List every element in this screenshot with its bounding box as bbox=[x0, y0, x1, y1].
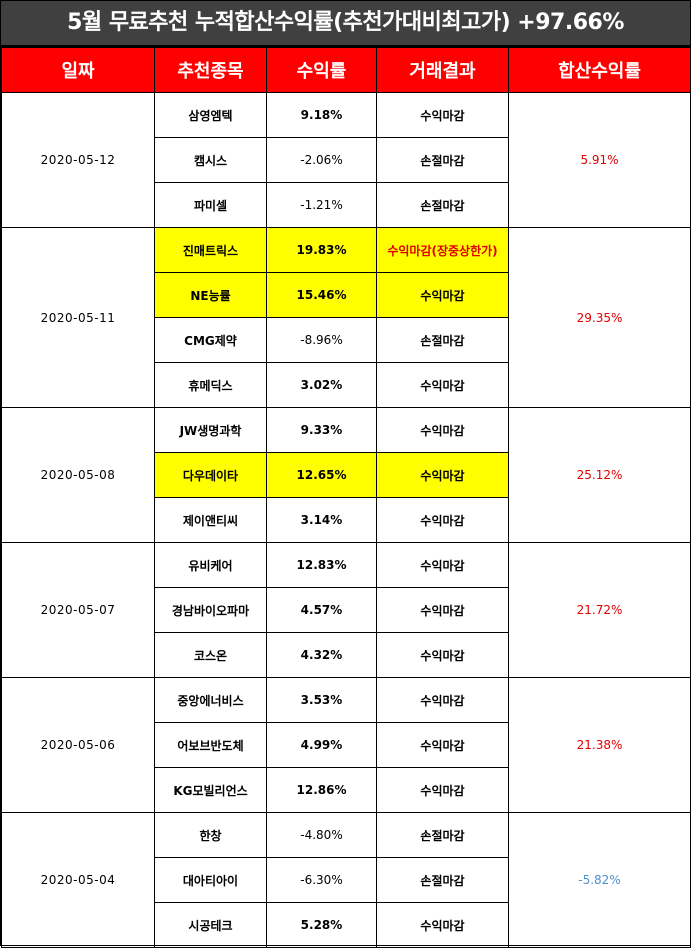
trade-result: 손절마감 bbox=[376, 857, 509, 903]
group-date: 2020-05-08 bbox=[1, 407, 155, 543]
trade-result: 수익마감 bbox=[376, 677, 509, 723]
stock-name: 제이앤티씨 bbox=[154, 497, 267, 543]
trade-result: 손절마감 bbox=[376, 812, 509, 858]
trade-result: 수익마감 bbox=[376, 902, 509, 948]
column-header-stock: 추천종목 bbox=[154, 47, 267, 93]
stock-return: 12.86% bbox=[266, 767, 377, 813]
stock-name: KG모빌리언스 bbox=[154, 767, 267, 813]
table-row: 어보브반도체 4.99% 수익마감 bbox=[2, 722, 691, 768]
stock-name: CMG제약 bbox=[154, 317, 267, 363]
trade-result: 수익마감 bbox=[376, 587, 509, 633]
table-row: 코스온 4.32% 수익마감 bbox=[2, 632, 691, 678]
table-row: 파미셀 -1.21% 손절마감 bbox=[2, 182, 691, 228]
table-body: 2020-05-12 삼영엠텍 9.18% 수익마감 5.91% 캠시스 -2.06% 손절마… bbox=[1, 92, 691, 948]
stock-return: 12.83% bbox=[266, 542, 377, 588]
stock-return: 3.14% bbox=[266, 497, 377, 543]
table-row: 2020-05-12 삼영엠텍 9.18% 수익마감 5.91% bbox=[1, 92, 691, 228]
group-total-return: 21.72% bbox=[508, 542, 691, 678]
group-total-return: 29.35% bbox=[508, 227, 691, 408]
table-row: 다우데이타 12.65% 수익마감 bbox=[2, 452, 691, 498]
stock-name: 다우데이타 bbox=[154, 452, 267, 498]
group-date: 2020-05-11 bbox=[1, 227, 155, 408]
trade-result: 손절마감 bbox=[376, 317, 509, 363]
trade-result: 수익마감 bbox=[376, 497, 509, 543]
stock-return: 3.02% bbox=[266, 362, 377, 408]
stock-name: 어보브반도체 bbox=[154, 722, 267, 768]
stock-name: 유비케어 bbox=[154, 542, 267, 588]
stock-name: JW생명과학 bbox=[154, 407, 267, 453]
table-row: 2020-05-06 중앙에너비스 3.53% 수익마감 21.38% bbox=[1, 677, 691, 813]
trade-result: 수익마감 bbox=[376, 92, 509, 138]
stock-name: NE능률 bbox=[154, 272, 267, 318]
column-header-date: 일짜 bbox=[1, 47, 155, 93]
trade-result: 손절마감 bbox=[376, 137, 509, 183]
trade-result: 수익마감 bbox=[376, 722, 509, 768]
table-row: 경남바이오파마 4.57% 수익마감 bbox=[2, 587, 691, 633]
group-total-return: 25.12% bbox=[508, 407, 691, 543]
table-row: 2020-05-07 유비케어 12.83% 수익마감 21.72% bbox=[1, 542, 691, 678]
stock-return: 12.65% bbox=[266, 452, 377, 498]
stock-name: 코스온 bbox=[154, 632, 267, 678]
stock-return: -2.06% bbox=[266, 137, 377, 183]
trade-result: 수익마감 bbox=[376, 272, 509, 318]
trade-result: 수익마감 bbox=[376, 632, 509, 678]
stock-name: 진매트릭스 bbox=[154, 227, 267, 273]
table-header-row: 일짜 추천종목 수익률 거래결과 합산수익률 bbox=[1, 47, 691, 93]
trade-result: 수익마감(장중상한가) bbox=[376, 227, 509, 273]
table-row: 2020-05-11 진매트릭스 19.83% 수익마감(장중상한가) 29.35% bbox=[1, 227, 691, 408]
trade-result: 수익마감 bbox=[376, 362, 509, 408]
trade-result: 수익마감 bbox=[376, 767, 509, 813]
column-header-return: 수익률 bbox=[266, 47, 377, 93]
trade-result: 손절마감 bbox=[376, 182, 509, 228]
stock-return: -8.96% bbox=[266, 317, 377, 363]
table-row: 휴메딕스 3.02% 수익마감 bbox=[2, 362, 691, 408]
stock-return: 4.57% bbox=[266, 587, 377, 633]
table-row: 캠시스 -2.06% 손절마감 bbox=[2, 137, 691, 183]
stock-return: -4.80% bbox=[266, 812, 377, 858]
table-row: 2020-05-04 한창 -4.80% 손절마감 -5.82% bbox=[1, 812, 691, 948]
group-date: 2020-05-04 bbox=[1, 812, 155, 948]
column-header-result: 거래결과 bbox=[376, 47, 509, 93]
group-date: 2020-05-12 bbox=[1, 92, 155, 228]
stock-return: 4.32% bbox=[266, 632, 377, 678]
trade-result: 수익마감 bbox=[376, 407, 509, 453]
stock-return: 4.99% bbox=[266, 722, 377, 768]
stock-name: 대아티아이 bbox=[154, 857, 267, 903]
stock-return: 19.83% bbox=[266, 227, 377, 273]
stock-return: -6.30% bbox=[266, 857, 377, 903]
stock-return: 9.33% bbox=[266, 407, 377, 453]
group-date: 2020-05-07 bbox=[1, 542, 155, 678]
stock-name: 한창 bbox=[154, 812, 267, 858]
stock-name: 캠시스 bbox=[154, 137, 267, 183]
stock-return: -1.21% bbox=[266, 182, 377, 228]
stock-return: 15.46% bbox=[266, 272, 377, 318]
group-total-return: 5.91% bbox=[508, 92, 691, 228]
stock-name: 삼영엠텍 bbox=[154, 92, 267, 138]
stock-name: 파미셀 bbox=[154, 182, 267, 228]
table-row: 2020-05-08 JW생명과학 9.33% 수익마감 25.12% bbox=[1, 407, 691, 543]
table-row: NE능률 15.46% 수익마감 bbox=[2, 272, 691, 318]
table-row: CMG제약 -8.96% 손절마감 bbox=[2, 317, 691, 363]
group-total-return: 21.38% bbox=[508, 677, 691, 813]
stock-name: 경남바이오파마 bbox=[154, 587, 267, 633]
stock-return: 9.18% bbox=[266, 92, 377, 138]
trade-result: 수익마감 bbox=[376, 452, 509, 498]
results-table: 일짜 추천종목 수익률 거래결과 합산수익률 2020-05-12 삼영엠텍 9.1… bbox=[1, 47, 691, 948]
stock-name: 시공테크 bbox=[154, 902, 267, 948]
group-date: 2020-05-06 bbox=[1, 677, 155, 813]
column-header-total: 합산수익률 bbox=[508, 47, 691, 93]
stock-name: 휴메딕스 bbox=[154, 362, 267, 408]
group-total-return: -5.82% bbox=[508, 812, 691, 948]
stock-name: 중앙에너비스 bbox=[154, 677, 267, 723]
stock-return: 3.53% bbox=[266, 677, 377, 723]
page-title: 5월 무료추천 누적합산수익률(추천가대비최고가) +97.66% bbox=[1, 1, 690, 47]
stock-return: 5.28% bbox=[266, 902, 377, 948]
table-row: 제이앤티씨 3.14% 수익마감 bbox=[2, 497, 691, 543]
trade-result: 수익마감 bbox=[376, 542, 509, 588]
